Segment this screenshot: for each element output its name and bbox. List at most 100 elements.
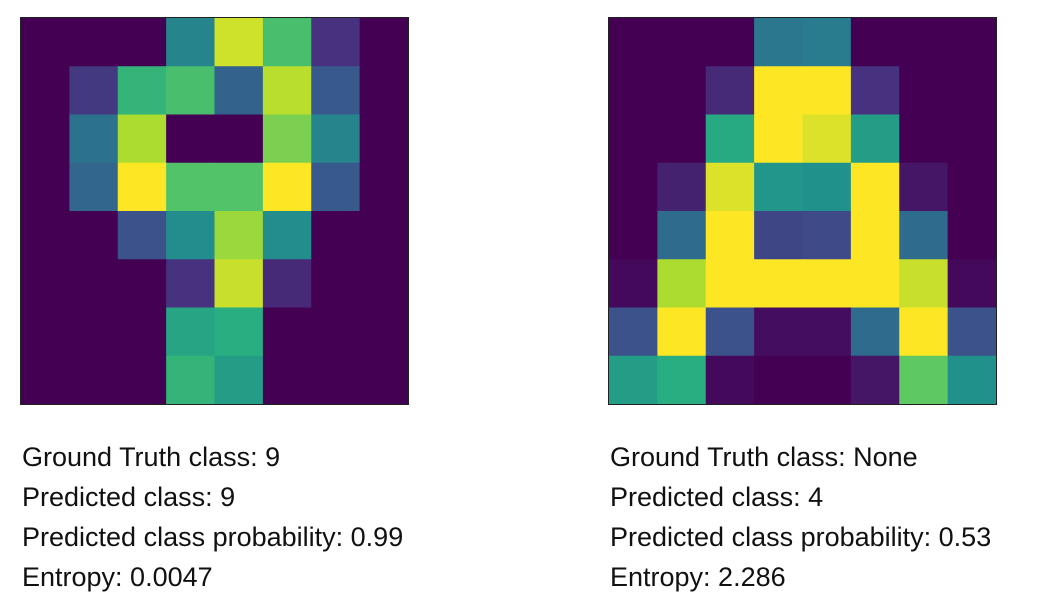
heatmap-cell-r6-c3 bbox=[166, 307, 216, 357]
heatmap-cell-r5-c4 bbox=[802, 259, 852, 309]
heatmap-cell-r6-c5 bbox=[262, 307, 312, 357]
heatmap-cell-r0-c7 bbox=[947, 18, 997, 67]
heatmap-cell-r6-c6 bbox=[899, 307, 949, 357]
heatmap-cell-r7-c4 bbox=[802, 355, 852, 405]
heatmap-cell-r1-c4 bbox=[214, 66, 264, 116]
heatmap-cell-r7-c1 bbox=[657, 355, 707, 405]
heatmap-cell-r0-c1 bbox=[69, 18, 119, 67]
heatmap-cell-r2-c5 bbox=[850, 114, 900, 164]
heatmap-cell-r1-c3 bbox=[166, 66, 216, 116]
heatmap-cell-r5-c7 bbox=[359, 259, 409, 309]
heatmap-cell-r5-c7 bbox=[947, 259, 997, 309]
heatmap-cell-r7-c7 bbox=[359, 355, 409, 405]
heatmap-cell-r5-c0 bbox=[609, 259, 658, 309]
heatmap-cell-r1-c0 bbox=[609, 66, 658, 116]
heatmap-cell-r5-c3 bbox=[754, 259, 804, 309]
heatmap-cell-r7-c2 bbox=[705, 355, 755, 405]
heatmap-cell-r0-c1 bbox=[657, 18, 707, 67]
heatmap-cell-r2-c6 bbox=[311, 114, 361, 164]
heatmap-cell-r2-c3 bbox=[754, 114, 804, 164]
heatmap-digit-9 bbox=[20, 17, 409, 405]
heatmap-cell-r7-c2 bbox=[117, 355, 167, 405]
heatmap-cell-r6-c7 bbox=[359, 307, 409, 357]
heatmap-cell-r6-c3 bbox=[754, 307, 804, 357]
heatmap-cell-r4-c4 bbox=[802, 211, 852, 260]
heatmap-cell-r3-c3 bbox=[754, 162, 804, 212]
heatmap-cell-r4-c7 bbox=[359, 211, 409, 260]
heatmap-cell-r4-c1 bbox=[657, 211, 707, 260]
heatmap-cell-r6-c0 bbox=[21, 307, 70, 357]
heatmap-cell-r4-c6 bbox=[311, 211, 361, 260]
heatmap-cell-r4-c3 bbox=[754, 211, 804, 260]
caption-digit-9: Ground Truth class: 9 Predicted class: 9… bbox=[22, 437, 403, 597]
heatmap-cell-r1-c3 bbox=[754, 66, 804, 116]
heatmap-cell-r5-c1 bbox=[69, 259, 119, 309]
heatmap-cell-r6-c4 bbox=[802, 307, 852, 357]
heatmap-cell-r0-c0 bbox=[609, 18, 658, 67]
heatmap-cell-r6-c2 bbox=[705, 307, 755, 357]
heatmap-cell-r7-c6 bbox=[311, 355, 361, 405]
heatmap-cell-r3-c1 bbox=[657, 162, 707, 212]
heatmap-cell-r4-c0 bbox=[609, 211, 658, 260]
heatmap-cell-r2-c7 bbox=[947, 114, 997, 164]
heatmap-cell-r6-c0 bbox=[609, 307, 658, 357]
heatmap-cell-r3-c7 bbox=[359, 162, 409, 212]
heatmap-cell-r3-c6 bbox=[311, 162, 361, 212]
heatmap-cell-r3-c1 bbox=[69, 162, 119, 212]
ground-truth-label: Ground Truth class: 9 bbox=[22, 442, 281, 472]
heatmap-cell-r4-c2 bbox=[117, 211, 167, 260]
heatmap-cell-r7-c1 bbox=[69, 355, 119, 405]
predicted-probability-label: Predicted class probability: 0.53 bbox=[610, 522, 992, 552]
heatmap-cell-r5-c5 bbox=[262, 259, 312, 309]
heatmap-cell-r5-c0 bbox=[21, 259, 70, 309]
heatmap-cell-r0-c2 bbox=[117, 18, 167, 67]
heatmap-cell-r3-c2 bbox=[117, 162, 167, 212]
heatmap-cell-r0-c3 bbox=[166, 18, 216, 67]
heatmap-cell-r7-c7 bbox=[947, 355, 997, 405]
heatmap-cell-r7-c4 bbox=[214, 355, 264, 405]
heatmap-cell-r2-c2 bbox=[705, 114, 755, 164]
predicted-probability-label: Predicted class probability: 0.99 bbox=[22, 522, 404, 552]
heatmap-cell-r5-c5 bbox=[850, 259, 900, 309]
heatmap-cell-r3-c6 bbox=[899, 162, 949, 212]
heatmap-letter-a bbox=[608, 17, 997, 405]
heatmap-cell-r6-c7 bbox=[947, 307, 997, 357]
heatmap-cell-r2-c6 bbox=[899, 114, 949, 164]
heatmap-cell-r7-c0 bbox=[21, 355, 70, 405]
heatmap-cell-r2-c4 bbox=[214, 114, 264, 164]
heatmap-cell-r4-c2 bbox=[705, 211, 755, 260]
predicted-class-label: Predicted class: 4 bbox=[610, 482, 824, 512]
heatmap-cell-r3-c7 bbox=[947, 162, 997, 212]
heatmap-cell-r3-c0 bbox=[609, 162, 658, 212]
heatmap-cell-r1-c2 bbox=[705, 66, 755, 116]
heatmap-cell-r3-c5 bbox=[262, 162, 312, 212]
predicted-class-label: Predicted class: 9 bbox=[22, 482, 236, 512]
heatmap-cell-r0-c6 bbox=[311, 18, 361, 67]
heatmap-cell-r1-c1 bbox=[69, 66, 119, 116]
heatmap-cell-r4-c5 bbox=[262, 211, 312, 260]
heatmap-cell-r7-c6 bbox=[899, 355, 949, 405]
heatmap-cell-r6-c4 bbox=[214, 307, 264, 357]
heatmap-cell-r5-c1 bbox=[657, 259, 707, 309]
heatmap-cell-r5-c2 bbox=[705, 259, 755, 309]
heatmap-cell-r6-c1 bbox=[657, 307, 707, 357]
heatmap-cell-r4-c1 bbox=[69, 211, 119, 260]
heatmap-cell-r3-c0 bbox=[21, 162, 70, 212]
heatmap-cell-r2-c2 bbox=[117, 114, 167, 164]
heatmap-cell-r1-c5 bbox=[262, 66, 312, 116]
heatmap-frame bbox=[20, 17, 409, 405]
heatmap-cell-r7-c5 bbox=[262, 355, 312, 405]
heatmap-cell-r0-c5 bbox=[850, 18, 900, 67]
heatmap-cell-r2-c0 bbox=[21, 114, 70, 164]
heatmap-cell-r2-c1 bbox=[69, 114, 119, 164]
heatmap-cell-r0-c3 bbox=[754, 18, 804, 67]
heatmap-cell-r2-c5 bbox=[262, 114, 312, 164]
entropy-label: Entropy: 0.0047 bbox=[22, 562, 213, 592]
heatmap-cell-r1-c7 bbox=[947, 66, 997, 116]
heatmap-cell-r4-c3 bbox=[166, 211, 216, 260]
heatmap-cell-r5-c6 bbox=[899, 259, 949, 309]
entropy-label: Entropy: 2.286 bbox=[610, 562, 786, 592]
heatmap-cell-r0-c4 bbox=[802, 18, 852, 67]
heatmap-cell-r4-c4 bbox=[214, 211, 264, 260]
heatmap-cell-r3-c4 bbox=[802, 162, 852, 212]
